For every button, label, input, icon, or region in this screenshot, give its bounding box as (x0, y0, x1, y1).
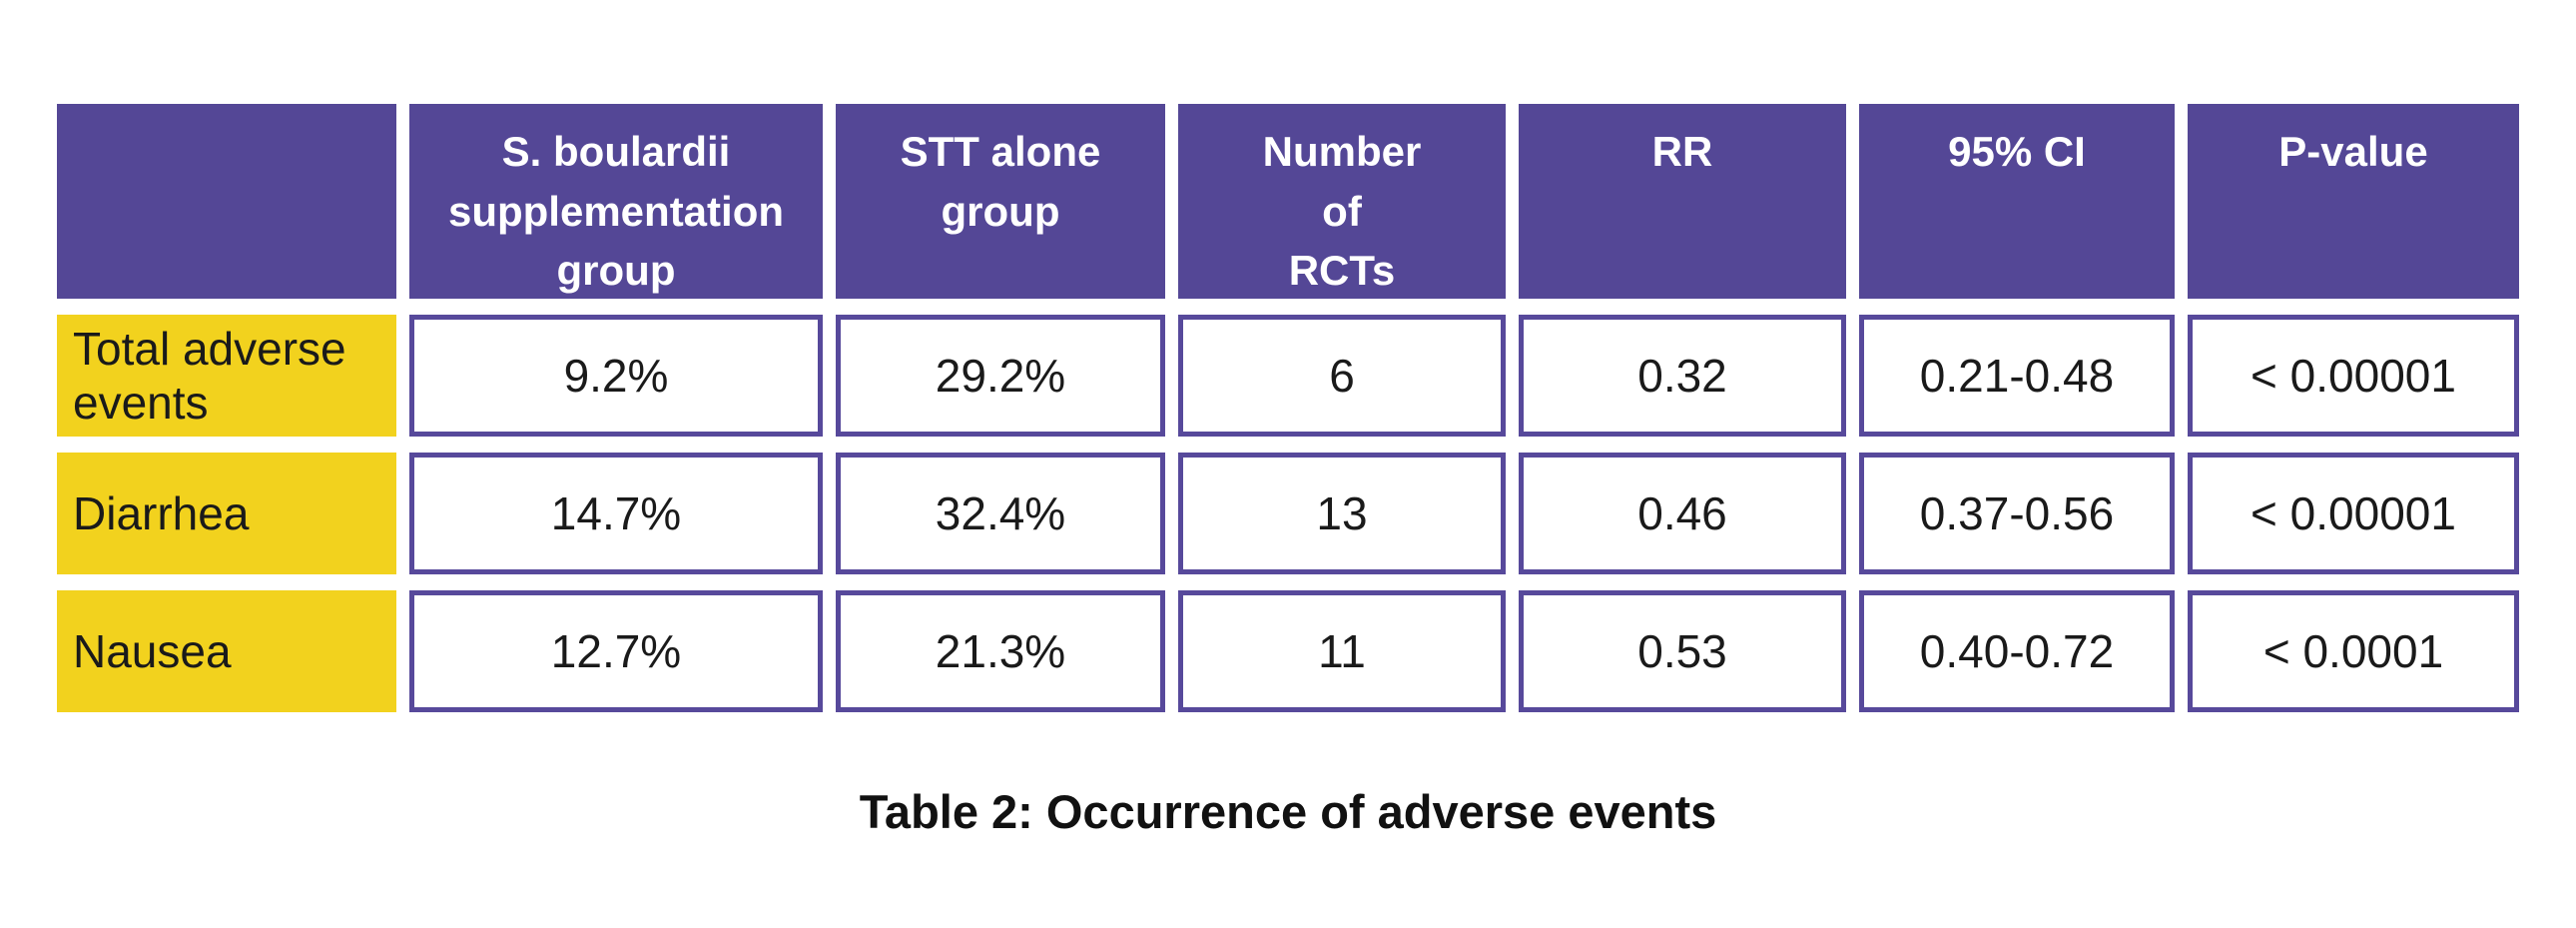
header-cell-sboulardii-group: S. boulardii supplementation group (409, 104, 823, 299)
row-label-nausea: Nausea (57, 590, 396, 712)
data-cell: 21.3% (836, 590, 1165, 712)
data-cell: 6 (1178, 315, 1506, 437)
data-cell: 14.7% (409, 453, 823, 574)
data-cell: < 0.0001 (2188, 590, 2519, 712)
data-cell: 29.2% (836, 315, 1165, 437)
data-cell: 0.21-0.48 (1859, 315, 2175, 437)
header-cell-rr: RR (1519, 104, 1846, 299)
data-cell: 12.7% (409, 590, 823, 712)
data-cell: 9.2% (409, 315, 823, 437)
data-cell: < 0.00001 (2188, 453, 2519, 574)
data-cell: 11 (1178, 590, 1506, 712)
data-cell: 0.53 (1519, 590, 1846, 712)
data-cell: 13 (1178, 453, 1506, 574)
data-cell: < 0.00001 (2188, 315, 2519, 437)
data-cell: 0.40-0.72 (1859, 590, 2175, 712)
data-cell: 32.4% (836, 453, 1165, 574)
row-label-total-adverse-events: Total adverse events (57, 315, 396, 437)
data-cell: 0.32 (1519, 315, 1846, 437)
data-cell: 0.37-0.56 (1859, 453, 2175, 574)
header-cell-number-of-rcts: Number of RCTs (1178, 104, 1506, 299)
header-cell-stt-alone-group: STT alone group (836, 104, 1165, 299)
header-corner-cell (57, 104, 396, 299)
row-label-diarrhea: Diarrhea (57, 453, 396, 574)
table-caption: Table 2: Occurrence of adverse events (859, 785, 1717, 838)
header-cell-pvalue: P-value (2188, 104, 2519, 299)
adverse-events-table: S. boulardii supplementation group STT a… (57, 104, 2519, 712)
header-cell-95ci: 95% CI (1859, 104, 2175, 299)
data-cell: 0.46 (1519, 453, 1846, 574)
